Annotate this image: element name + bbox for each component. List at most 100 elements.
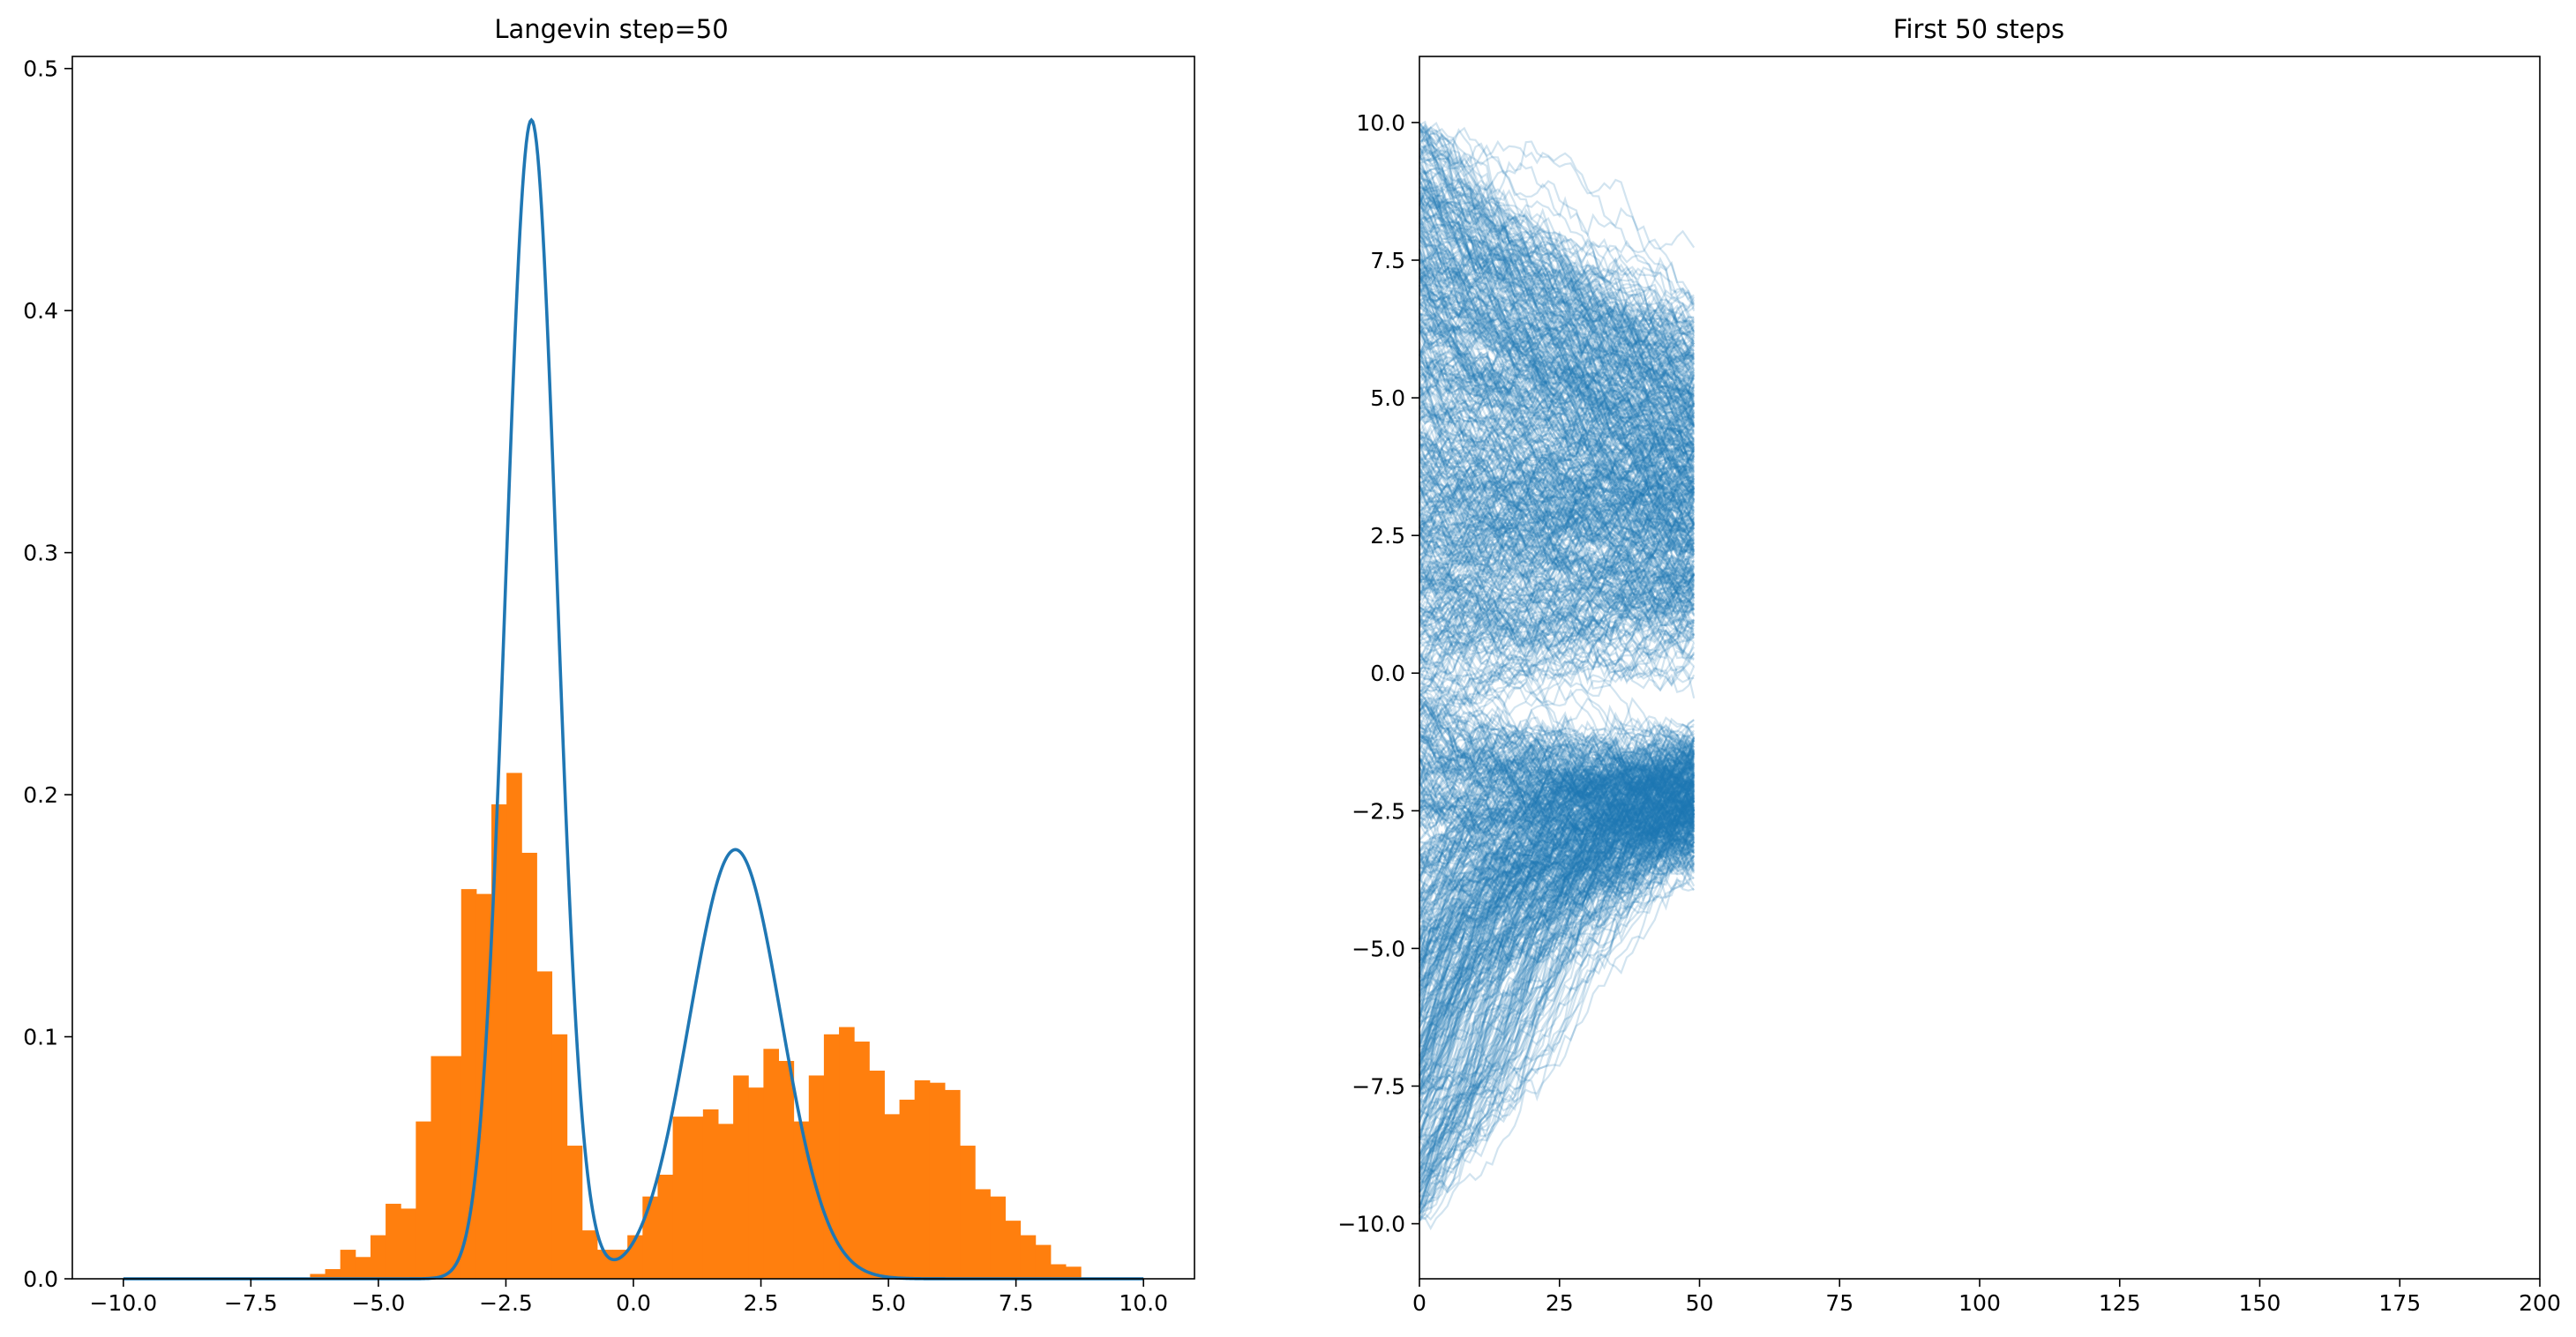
trajectory-line [1419,593,1696,689]
trajectory-line [1418,772,1696,908]
trajectory-line [1419,470,1695,575]
trajectory-line [1418,462,1696,556]
trajectories-panel: First 50 steps 0 25 50 75 100 125 150 175 200 −1… [1337,14,2560,1316]
trajectory-line [1419,445,1696,537]
trajectory-line [1419,474,1695,541]
trajectory-line [1419,818,1696,1158]
trajectory-line [1419,518,1696,586]
trajectory-line [1419,198,1695,369]
trajectory-line [1419,793,1695,863]
trajectory-line [1419,793,1696,945]
trajectory-line [1419,718,1695,785]
trajectory-line [1418,191,1696,405]
trajectory-line [1418,794,1695,1094]
trajectory-line [1419,745,1695,852]
trajectory-line [1419,288,1695,449]
trajectory-line [1419,186,1696,366]
trajectory-line [1419,324,1695,462]
trajectory-line [1419,443,1696,553]
trajectory-line [1419,766,1696,921]
trajectory-line [1419,752,1695,854]
trajectory-line [1418,395,1695,549]
trajectory-line [1419,138,1695,372]
trajectory-line [1418,736,1696,869]
trajectory-line [1419,765,1695,899]
trajectory-line [1419,758,1696,870]
trajectory-line [1419,805,1696,957]
trajectory-line [1418,501,1696,560]
trajectory-line [1419,773,1696,1057]
trajectory-line [1419,662,1696,807]
trajectory-line [1419,688,1695,802]
trajectory-line [1418,801,1696,882]
trajectory-line [1419,203,1695,370]
histogram-bar [551,1034,568,1279]
trajectory-line [1419,317,1696,498]
trajectory-line [1419,743,1696,822]
trajectory-line [1419,179,1696,389]
trajectory-line [1419,298,1696,418]
trajectory-line [1418,820,1695,987]
trajectory-line [1419,546,1696,646]
trajectory-line [1419,445,1695,524]
trajectory-line [1419,495,1695,573]
trajectory-line [1419,693,1695,825]
trajectory-line [1419,796,1696,983]
trajectory-line [1419,793,1695,867]
trajectory-line [1419,278,1696,458]
trajectory-line [1419,169,1696,431]
trajectory-line [1418,192,1696,332]
trajectory-line [1419,778,1696,1014]
trajectory-line [1418,821,1695,996]
trajectory-line [1418,359,1695,508]
trajectory-line [1419,192,1696,435]
trajectory-line [1419,789,1696,954]
trajectory-line [1419,760,1695,900]
trajectory-line [1418,378,1695,477]
trajectory-line [1418,629,1696,772]
trajectory-line [1419,432,1695,515]
trajectory-line [1418,799,1696,1174]
trajectory-line [1419,789,1696,1107]
trajectory-line [1419,823,1696,1003]
trajectory-line [1419,430,1695,498]
trajectory-line [1418,529,1695,627]
trajectory-line [1419,325,1695,527]
x-tick-label: 50 [1686,1290,1714,1316]
trajectory-line [1419,786,1695,919]
trajectory-line [1419,173,1695,313]
trajectory-line [1419,713,1695,795]
trajectory-line [1419,764,1696,937]
trajectory-line [1419,501,1695,633]
trajectory-line [1418,797,1695,1089]
trajectory-line [1419,781,1695,879]
trajectory-line [1419,798,1696,1020]
trajectory-line [1419,579,1696,629]
trajectory-line [1419,742,1696,782]
histogram-bar [340,1250,356,1279]
trajectory-line [1419,433,1695,548]
trajectory-line [1419,302,1695,534]
trajectory-line [1419,814,1696,1076]
trajectory-line [1418,789,1695,1065]
trajectory-line [1419,663,1696,780]
trajectory-line [1419,199,1696,407]
trajectory-line [1419,474,1696,582]
trajectory-line [1419,321,1696,394]
trajectory-line [1418,697,1695,785]
trajectory-line [1419,429,1696,504]
histogram-bar [975,1189,991,1279]
trajectory-line [1418,750,1695,832]
trajectory-line [1418,257,1695,389]
trajectory-line [1419,221,1696,334]
trajectory-line [1419,797,1696,1115]
trajectory-line [1419,534,1695,600]
x-tick-label: 75 [1825,1290,1853,1316]
trajectory-line [1419,567,1696,638]
trajectory-line [1419,731,1695,795]
trajectory-line [1419,786,1695,864]
trajectory-line [1419,267,1695,422]
trajectory-line [1418,403,1696,452]
plot-area [1418,120,1696,1231]
trajectory-line [1419,830,1696,1056]
